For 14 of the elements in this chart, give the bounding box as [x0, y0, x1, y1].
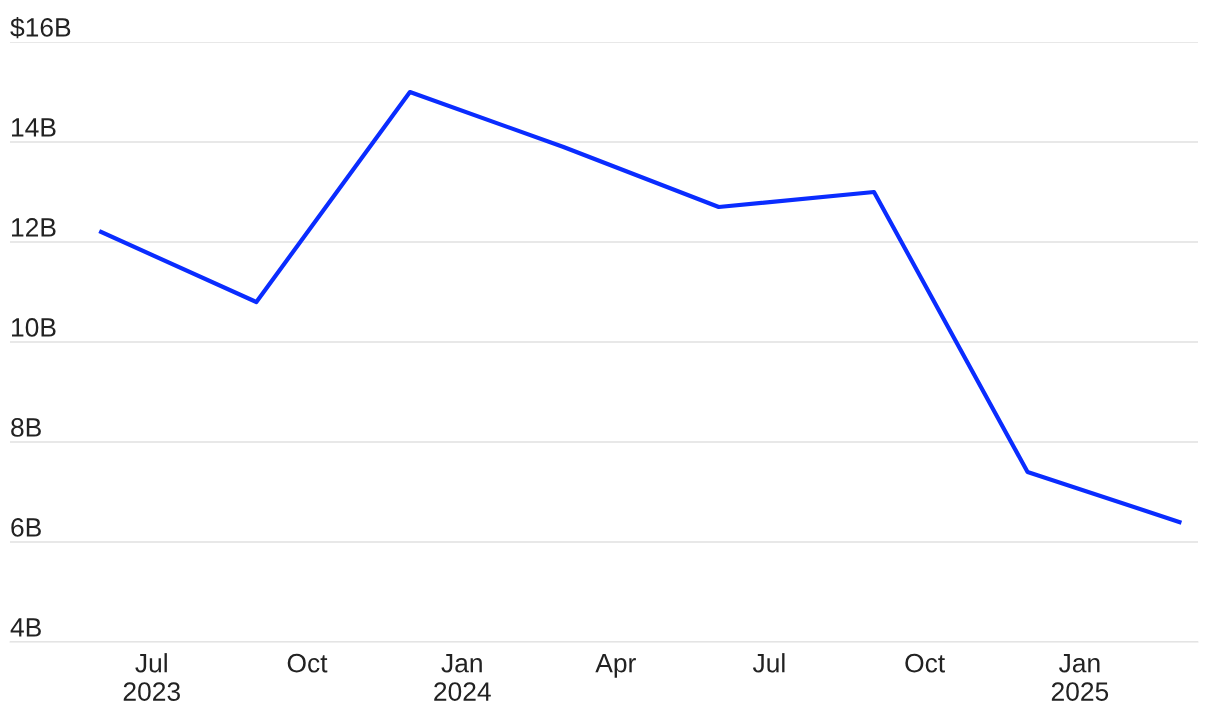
- y-tick-label: $16B: [10, 16, 71, 39]
- y-tick-label: 4B: [10, 618, 41, 637]
- y-tick-label: 8B: [11, 418, 41, 437]
- x-tick-label: Jul: [752, 653, 785, 673]
- y-tick-label: 10B: [12, 318, 56, 337]
- y-tick-label: 6B: [11, 518, 41, 537]
- x-tick-label: Jan 2024: [434, 654, 491, 701]
- x-tick-label: Jan 2025: [1051, 654, 1109, 701]
- x-tick-label: Jul 2023: [123, 653, 180, 701]
- y-tick-label: 14B: [12, 118, 56, 137]
- x-tick-label: Apr: [595, 654, 636, 678]
- x-tick-label: Oct: [287, 653, 328, 673]
- x-tick-label: Oct: [905, 653, 945, 673]
- y-tick-label: 12B: [12, 218, 56, 237]
